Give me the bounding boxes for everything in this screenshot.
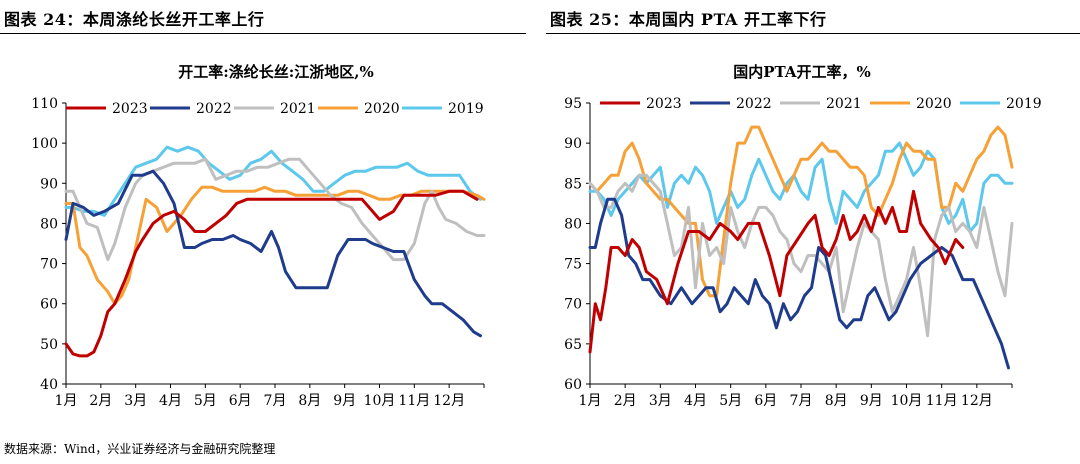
y-tick-label: 90 bbox=[564, 136, 582, 152]
legend-label-2019: 2019 bbox=[1006, 96, 1042, 112]
y-tick-label: 80 bbox=[40, 216, 58, 232]
source-note: 数据来源：Wind，兴业证券经济与金融研究院整理 bbox=[4, 442, 276, 456]
y-tick-label: 110 bbox=[31, 96, 58, 112]
x-tick-label: 9月 bbox=[860, 393, 883, 409]
series-line-2019 bbox=[64, 145, 482, 217]
x-tick-label: 2月 bbox=[614, 393, 637, 409]
y-tick-label: 60 bbox=[40, 297, 58, 313]
x-tick-label: 8月 bbox=[825, 393, 848, 409]
y-tick-label: 95 bbox=[564, 96, 582, 112]
x-tick-label: 12月 bbox=[433, 393, 465, 409]
y-tick-label: 65 bbox=[564, 337, 582, 353]
y-tick-label: 70 bbox=[564, 297, 582, 313]
legend-label-2022: 2022 bbox=[736, 96, 772, 112]
series-line-2022 bbox=[64, 169, 482, 338]
y-tick-label: 90 bbox=[40, 176, 58, 192]
y-tick-label: 80 bbox=[564, 216, 582, 232]
series-line-2021 bbox=[588, 173, 1014, 338]
y-tick-label: 40 bbox=[40, 377, 58, 393]
legend-label-2023: 2023 bbox=[112, 101, 148, 117]
legend-label-2019: 2019 bbox=[448, 101, 484, 117]
legend-label-2023: 2023 bbox=[646, 96, 682, 112]
series-line-2022 bbox=[588, 197, 1010, 370]
y-tick-label: 50 bbox=[40, 337, 58, 353]
y-tick-label: 75 bbox=[564, 257, 582, 273]
left-figure-title: 图表 24：本周涤纶长丝开工率上行 bbox=[4, 10, 265, 29]
x-tick-label: 5月 bbox=[194, 393, 217, 409]
x-tick-label: 11月 bbox=[926, 393, 958, 409]
x-tick-label: 3月 bbox=[649, 393, 672, 409]
series-line-2021 bbox=[64, 157, 486, 262]
legend-label-2021: 2021 bbox=[280, 101, 316, 117]
x-tick-label: 12月 bbox=[961, 393, 993, 409]
left-chart-title: 开工率:涤纶长丝:江浙地区,% bbox=[178, 63, 374, 81]
legend-label-2022: 2022 bbox=[196, 101, 232, 117]
series-line-2023 bbox=[588, 189, 965, 354]
legend-label-2020: 2020 bbox=[364, 101, 400, 117]
x-tick-label: 1月 bbox=[55, 393, 78, 409]
legend-label-2020: 2020 bbox=[916, 96, 952, 112]
right-chart-title: 国内PTA开工率，% bbox=[733, 63, 871, 81]
x-tick-label: 10月 bbox=[891, 393, 923, 409]
x-tick-label: 2月 bbox=[89, 393, 112, 409]
y-tick-label: 70 bbox=[40, 257, 58, 273]
series-line-2023 bbox=[64, 189, 479, 358]
x-tick-label: 11月 bbox=[398, 393, 430, 409]
x-tick-label: 10月 bbox=[364, 393, 396, 409]
x-tick-label: 3月 bbox=[124, 393, 147, 409]
series-line-2020 bbox=[588, 125, 1014, 298]
x-tick-label: 6月 bbox=[754, 393, 777, 409]
left-panel-header: 图表 24：本周涤纶长丝开工率上行 bbox=[0, 0, 526, 34]
x-tick-label: 9月 bbox=[333, 393, 356, 409]
series-line-2020 bbox=[64, 185, 486, 306]
x-tick-label: 6月 bbox=[229, 393, 252, 409]
series-line-2019 bbox=[588, 141, 1014, 233]
x-tick-label: 5月 bbox=[719, 393, 742, 409]
x-tick-label: 7月 bbox=[790, 393, 813, 409]
x-tick-label: 8月 bbox=[298, 393, 321, 409]
x-tick-label: 4月 bbox=[159, 393, 182, 409]
right-panel-header: 图表 25：本周国内 PTA 开工率下行 bbox=[546, 0, 1080, 34]
y-tick-label: 85 bbox=[564, 176, 582, 192]
y-tick-label: 100 bbox=[31, 136, 58, 152]
legend-label-2021: 2021 bbox=[826, 96, 862, 112]
y-tick-label: 60 bbox=[564, 377, 582, 393]
x-tick-label: 7月 bbox=[264, 393, 287, 409]
x-tick-label: 1月 bbox=[579, 393, 602, 409]
x-tick-label: 4月 bbox=[684, 393, 707, 409]
right-figure-title: 图表 25：本周国内 PTA 开工率下行 bbox=[550, 10, 827, 29]
